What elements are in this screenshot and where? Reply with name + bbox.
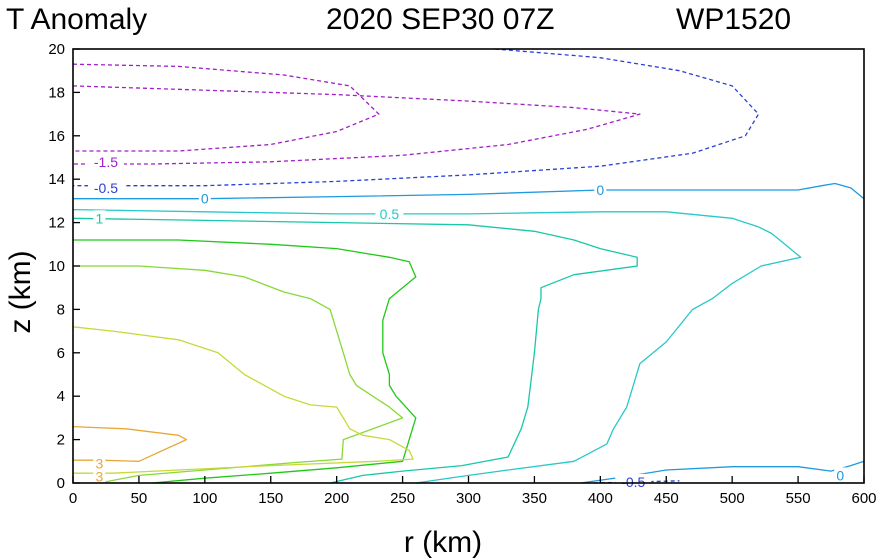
- x-tick-label: 0: [69, 490, 77, 507]
- x-axis-label: r (km): [404, 526, 482, 559]
- y-axis-ticks: 0 2 4 6 8 10 12 14 16 18 20: [48, 41, 80, 492]
- contour-label-bg: [834, 467, 847, 483]
- contour-label: 1: [95, 210, 103, 226]
- x-tick-label: 250: [390, 490, 415, 507]
- contour-line--1p5-1: [72, 85, 641, 165]
- contour-label-bg: [93, 468, 106, 484]
- contour-label-bg: [87, 153, 124, 169]
- contour-label-bg: [594, 182, 607, 198]
- plot-frame: [72, 48, 865, 484]
- contour-line-2p5-10: [72, 326, 414, 474]
- contour-label: 3: [95, 455, 103, 471]
- contour-line-0-4: [73, 182, 865, 200]
- x-tick-label: 50: [131, 490, 148, 507]
- contour-label: 0: [836, 467, 844, 483]
- x-tick-label: 400: [588, 490, 613, 507]
- contour-label-bg: [375, 205, 404, 221]
- contour-line-2-9: [73, 265, 404, 484]
- x-tick-label: 300: [456, 490, 481, 507]
- contour-label-bg: [93, 455, 106, 471]
- y-tick-label: 0: [57, 475, 65, 492]
- contour-line-1p5-8: [73, 239, 417, 484]
- contour-line-3-11: [72, 425, 188, 462]
- y-tick-label: 14: [48, 171, 65, 188]
- contour-label-bg: [93, 210, 106, 226]
- y-axis-label: z (km): [4, 250, 37, 333]
- x-tick-label: 200: [324, 490, 349, 507]
- y-tick-label: 6: [57, 345, 65, 362]
- x-tick-label: 350: [522, 490, 547, 507]
- y-tick-label: 2: [57, 432, 65, 449]
- y-tick-label: 12: [48, 215, 65, 232]
- contour-label: -0.5: [621, 474, 645, 490]
- contour-label: -0.5: [94, 180, 118, 196]
- contour-lines: [72, 48, 865, 484]
- y-tick-label: 20: [48, 41, 65, 58]
- contour-line-1-7: [72, 217, 638, 484]
- contour-label: 0.5: [380, 206, 400, 222]
- contour-label: 3: [95, 468, 103, 484]
- x-tick-label: 150: [258, 490, 283, 507]
- y-tick-label: 16: [48, 128, 65, 145]
- contour-label-bg: [198, 190, 211, 206]
- x-tick-label: 100: [192, 490, 217, 507]
- contour-label: 0: [596, 182, 604, 198]
- x-tick-label: 500: [720, 490, 745, 507]
- chart-title-storm: WP1520: [676, 3, 791, 36]
- y-tick-label: 4: [57, 388, 65, 405]
- chart-title-left: T Anomaly: [6, 3, 147, 36]
- contour-line--2-0: [72, 63, 380, 152]
- contour-line--0p5-2: [73, 48, 760, 187]
- y-tick-label: 10: [48, 258, 65, 275]
- x-tick-label: 450: [654, 490, 679, 507]
- x-axis-ticks: 0 50 100 150 200 250 300 350 400 450 500 550 600: [69, 476, 877, 507]
- y-tick-label: 18: [48, 84, 65, 101]
- contour-labels: -1.5 -0.5 0 0 0.5 1 0 -0.5 33: [87, 153, 847, 490]
- contour-label: 0: [201, 191, 209, 207]
- contour-label-bg: [615, 473, 652, 489]
- contour-line-0p5-6: [72, 208, 802, 484]
- y-tick-label: 8: [57, 301, 65, 318]
- x-tick-label: 600: [851, 490, 876, 507]
- contour-label: -1.5: [94, 154, 118, 170]
- chart-title-date: 2020 SEP30 07Z: [326, 3, 555, 36]
- x-tick-label: 550: [786, 490, 811, 507]
- contour-label-bg: [87, 179, 124, 195]
